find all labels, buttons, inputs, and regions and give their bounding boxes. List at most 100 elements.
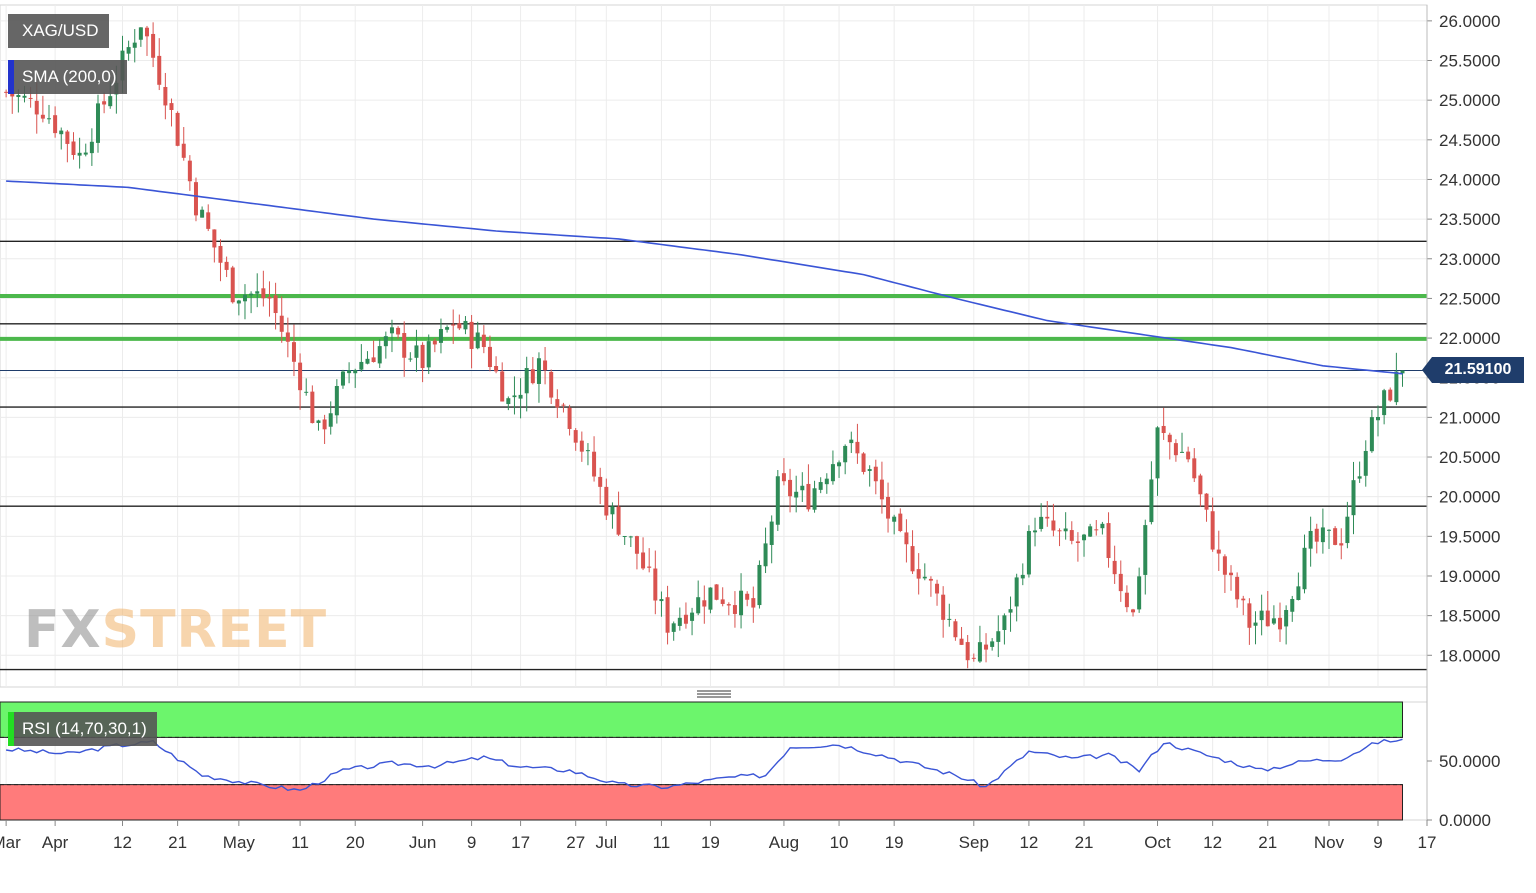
candle-body <box>763 543 768 567</box>
y-tick-label: 22.5000 <box>1439 289 1500 308</box>
y-tick-label: 26.0000 <box>1439 12 1500 31</box>
candle-body <box>65 131 70 144</box>
candle-body <box>304 391 309 393</box>
x-tick-label: 9 <box>1373 833 1382 852</box>
candle-body <box>1039 516 1044 529</box>
pane-splitter-handle[interactable] <box>697 690 731 698</box>
candle-body <box>732 605 737 614</box>
candle-body <box>873 466 878 482</box>
y-tick-label: 20.0000 <box>1439 488 1500 507</box>
x-tick-label: 17 <box>511 833 530 852</box>
x-tick-label: 11 <box>653 833 671 852</box>
candle-body <box>567 407 572 429</box>
x-tick-label: Jul <box>595 833 617 852</box>
candle-body <box>1222 556 1227 575</box>
pair-label[interactable]: XAG/USD <box>8 14 109 48</box>
candle-body <box>726 604 731 606</box>
y-tick-label: 25.5000 <box>1439 52 1500 71</box>
candle-body <box>965 642 970 661</box>
candle-body <box>1033 530 1038 533</box>
candle-body <box>1271 618 1276 624</box>
candle-body <box>984 644 989 650</box>
candle-body <box>616 506 621 535</box>
candle-body <box>922 576 927 579</box>
candle-body <box>40 114 45 119</box>
candle-body <box>169 103 174 110</box>
candle-body <box>1333 528 1338 545</box>
candle-body <box>1235 576 1240 600</box>
candle-body <box>261 288 266 299</box>
candle-body <box>53 115 58 134</box>
candle-body <box>249 293 254 296</box>
candle-body <box>824 478 829 485</box>
candle-body <box>1186 451 1191 460</box>
candle-body <box>555 399 560 408</box>
candle-body <box>267 296 272 299</box>
candle-body <box>451 324 456 326</box>
candle-body <box>1088 526 1093 537</box>
candle-body <box>690 612 695 621</box>
y-tick-label: 19.5000 <box>1439 527 1500 546</box>
candle-body <box>340 371 345 386</box>
x-tick-label: 12 <box>1019 833 1038 852</box>
candle-body <box>604 486 609 516</box>
candle-body <box>1094 529 1099 531</box>
candle-body <box>634 536 639 554</box>
candle-body <box>592 451 597 477</box>
candle-body <box>77 152 82 156</box>
y-tick-label: 23.5000 <box>1439 210 1500 229</box>
candle-body <box>1278 617 1283 630</box>
candle-body <box>1167 434 1172 443</box>
sma-label[interactable]: SMA (200,0) <box>8 60 127 94</box>
candle-body <box>622 535 627 537</box>
candle-body <box>353 369 358 374</box>
x-tick-label: Sep <box>959 833 989 852</box>
candle-body <box>702 600 707 607</box>
rsi-pane <box>0 701 1404 821</box>
candle-body <box>579 440 584 452</box>
candle-body <box>549 371 554 398</box>
candle-body <box>151 33 156 58</box>
x-tick-label: 21 <box>1258 833 1277 852</box>
rsi-label[interactable]: RSI (14,70,30,1) <box>8 712 157 746</box>
candle-body <box>181 143 186 158</box>
candles <box>4 22 1405 669</box>
y-tick-label: 22.0000 <box>1439 329 1500 348</box>
candle-body <box>1382 390 1387 416</box>
candle-body <box>22 95 27 98</box>
candle-body <box>867 469 872 471</box>
candle-body <box>800 485 805 491</box>
candle-body <box>138 27 143 40</box>
candle-body <box>187 160 192 182</box>
candle-body <box>402 333 407 358</box>
candle-body <box>543 360 548 371</box>
candle-body <box>102 101 107 105</box>
candle-body <box>1247 603 1252 628</box>
candle-body <box>1020 574 1025 579</box>
y-tick-label: 24.0000 <box>1439 170 1500 189</box>
x-tick-label: 27 <box>566 833 585 852</box>
candle-body <box>1302 547 1307 590</box>
candle-body <box>696 597 701 614</box>
candle-body <box>512 395 517 398</box>
candle-body <box>977 642 982 662</box>
candle-body <box>1002 615 1007 630</box>
candle-body <box>653 568 658 601</box>
candle-body <box>536 358 541 384</box>
candle-body <box>83 152 88 155</box>
candle-body <box>953 621 958 638</box>
candle-body <box>1198 475 1203 495</box>
candle-body <box>108 96 113 107</box>
candle-body <box>1400 370 1405 374</box>
x-tick-label: 19 <box>701 833 720 852</box>
candle-body <box>1308 530 1313 549</box>
candle-body <box>935 583 940 594</box>
candle-body <box>445 327 450 330</box>
candle-body <box>291 342 296 362</box>
candle-body <box>1376 416 1381 421</box>
candle-body <box>990 641 995 647</box>
candle-body <box>714 584 719 600</box>
candle-body <box>971 657 976 659</box>
candle-body <box>10 92 15 97</box>
candle-body <box>610 506 615 515</box>
